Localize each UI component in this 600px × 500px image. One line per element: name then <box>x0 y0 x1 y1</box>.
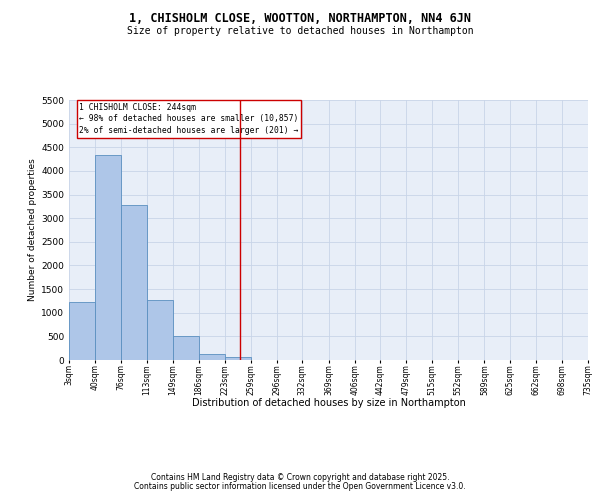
Bar <box>121 205 147 360</box>
Text: 1, CHISHOLM CLOSE, WOOTTON, NORTHAMPTON, NN4 6JN: 1, CHISHOLM CLOSE, WOOTTON, NORTHAMPTON,… <box>129 12 471 26</box>
Text: Contains public sector information licensed under the Open Government Licence v3: Contains public sector information licen… <box>134 482 466 491</box>
Y-axis label: Number of detached properties: Number of detached properties <box>28 158 37 302</box>
Text: Contains HM Land Registry data © Crown copyright and database right 2025.: Contains HM Land Registry data © Crown c… <box>151 472 449 482</box>
Text: Size of property relative to detached houses in Northampton: Size of property relative to detached ho… <box>127 26 473 36</box>
Bar <box>173 336 199 360</box>
Bar <box>95 156 121 360</box>
X-axis label: Distribution of detached houses by size in Northampton: Distribution of detached houses by size … <box>191 398 466 408</box>
Bar <box>199 354 225 360</box>
Text: 1 CHISHOLM CLOSE: 244sqm
← 98% of detached houses are smaller (10,857)
2% of sem: 1 CHISHOLM CLOSE: 244sqm ← 98% of detach… <box>79 102 299 135</box>
Bar <box>147 300 173 360</box>
Bar <box>225 358 251 360</box>
Bar <box>69 302 95 360</box>
